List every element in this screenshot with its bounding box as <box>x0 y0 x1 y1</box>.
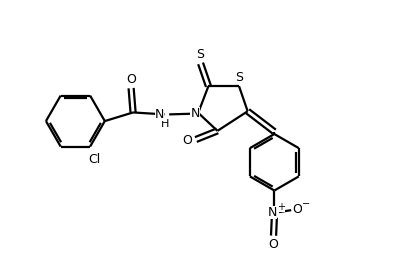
Text: N: N <box>155 108 164 121</box>
Text: +: + <box>277 202 285 212</box>
Text: O: O <box>268 238 278 251</box>
Text: O: O <box>126 73 136 86</box>
Text: O: O <box>182 134 192 147</box>
Text: H: H <box>161 119 169 129</box>
Text: −: − <box>302 199 310 209</box>
Text: O: O <box>292 203 302 216</box>
Text: Cl: Cl <box>89 153 101 166</box>
Text: S: S <box>196 48 204 61</box>
Text: N: N <box>268 207 277 219</box>
Text: N: N <box>190 107 200 120</box>
Text: S: S <box>235 71 243 84</box>
